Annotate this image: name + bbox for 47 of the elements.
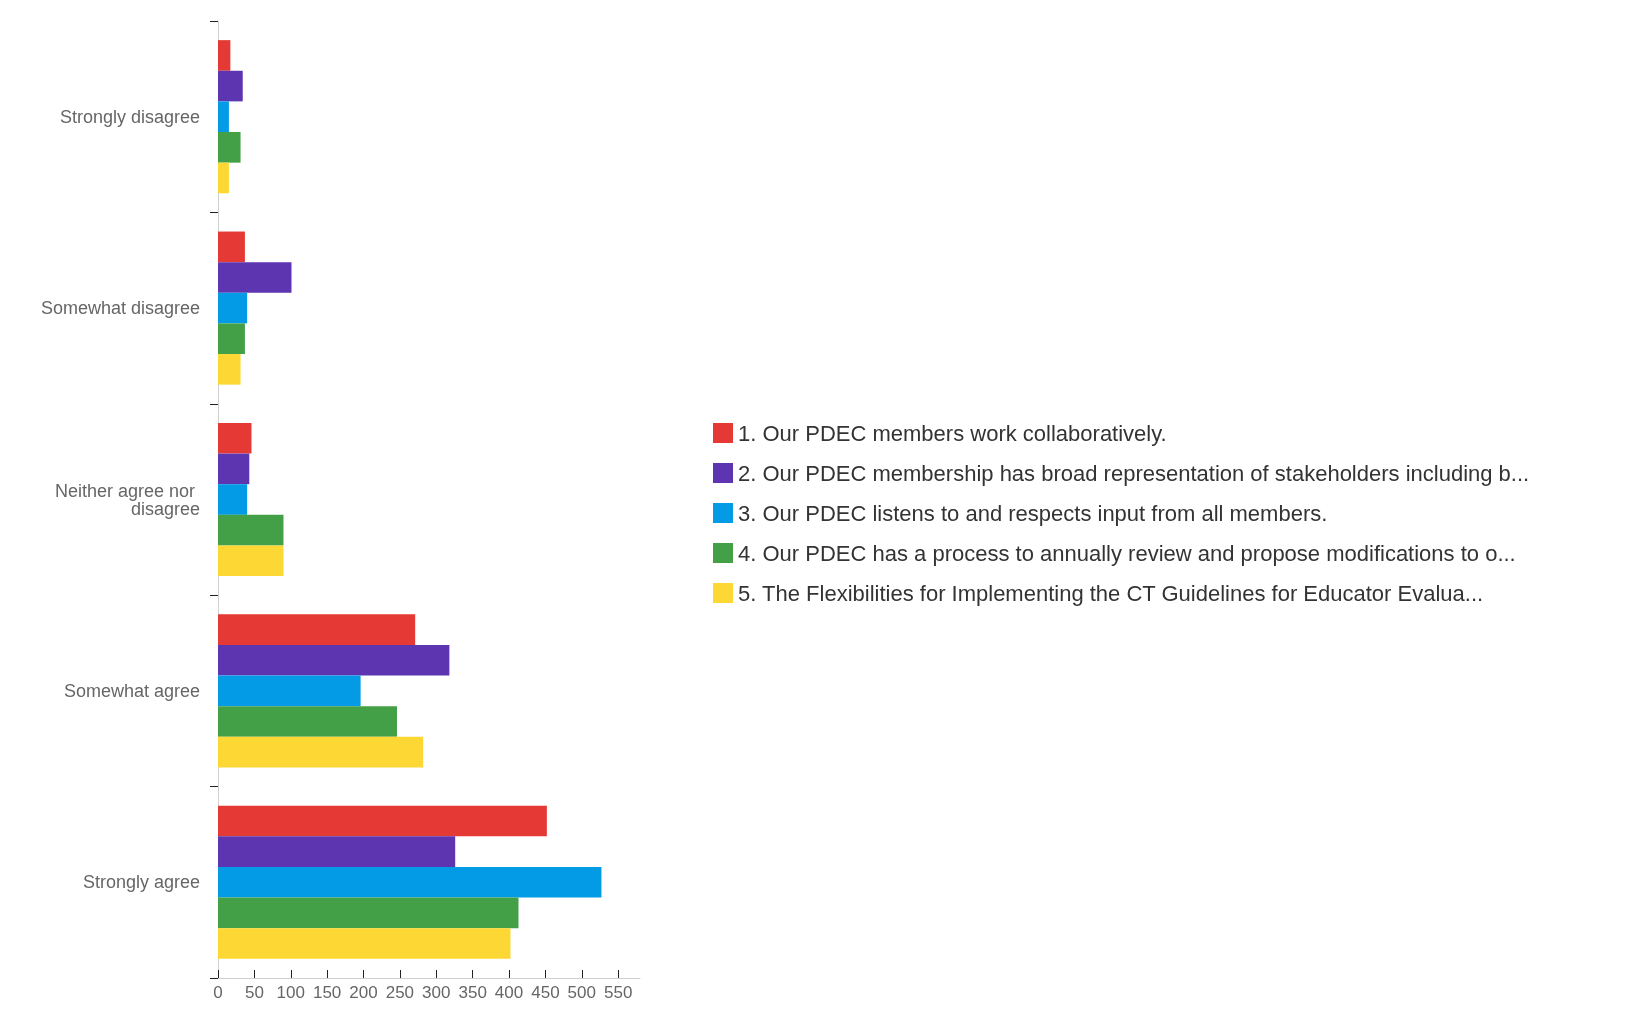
x-tick-label: 250: [385, 983, 415, 1002]
bar: [218, 736, 424, 768]
x-tick-label: 450: [531, 983, 560, 1002]
bar: [218, 644, 450, 676]
bar: [218, 866, 602, 898]
x-tick-label: 150: [312, 983, 342, 1002]
legend-label: 1. Our PDEC members work collaboratively.: [738, 420, 1167, 446]
x-tick-label: 350: [458, 983, 487, 1002]
bar: [218, 132, 241, 163]
legend-label: 2. Our PDEC membership has broad representation of stakeholders including b...: [738, 460, 1530, 486]
x-tick-label: 100: [276, 983, 305, 1002]
bar: [218, 805, 547, 837]
bar: [218, 675, 361, 707]
bar: [218, 484, 248, 515]
x-tick-label: 550: [603, 983, 633, 1002]
bar: [218, 928, 511, 959]
legend-label: 5. The Flexibilities for Implementing the CT Guidelines for Educator Evalua...: [738, 580, 1484, 606]
bar: [218, 514, 284, 546]
x-tick-label: 0: [213, 983, 223, 1002]
bar: [218, 162, 229, 194]
x-tick-label: 300: [422, 983, 451, 1002]
legend-label: 3. Our PDEC listens to and respects input from all members.: [738, 500, 1328, 526]
y-tick-label: Somewhat agree: [63, 680, 200, 701]
bar: [218, 453, 250, 485]
y-tick-label: Strongly disagree: [59, 106, 200, 127]
bar: [218, 231, 245, 263]
y-tick-label: Somewhat disagree: [40, 298, 200, 319]
bar: [218, 836, 456, 867]
bar: [218, 101, 229, 133]
x-tick-label: 400: [494, 983, 524, 1002]
bar: [218, 323, 245, 355]
x-tick-label: 500: [567, 983, 596, 1002]
bar: [218, 292, 248, 324]
bar: [218, 262, 292, 293]
x-tick-label: 200: [349, 983, 378, 1002]
bar: [218, 422, 252, 454]
y-tick-label: Neither agree nor disagree: [54, 480, 200, 519]
bar: [218, 545, 284, 577]
bar: [218, 614, 416, 645]
x-tick-label: 50: [244, 983, 264, 1002]
y-tick-label: Strongly agree: [82, 872, 200, 893]
bar: [218, 706, 397, 737]
bar: [218, 40, 231, 71]
bar: [218, 70, 243, 102]
bar: [218, 897, 519, 929]
bar: [218, 354, 241, 385]
legend-label: 4. Our PDEC has a process to annually review and propose modifications to o...: [738, 540, 1516, 566]
